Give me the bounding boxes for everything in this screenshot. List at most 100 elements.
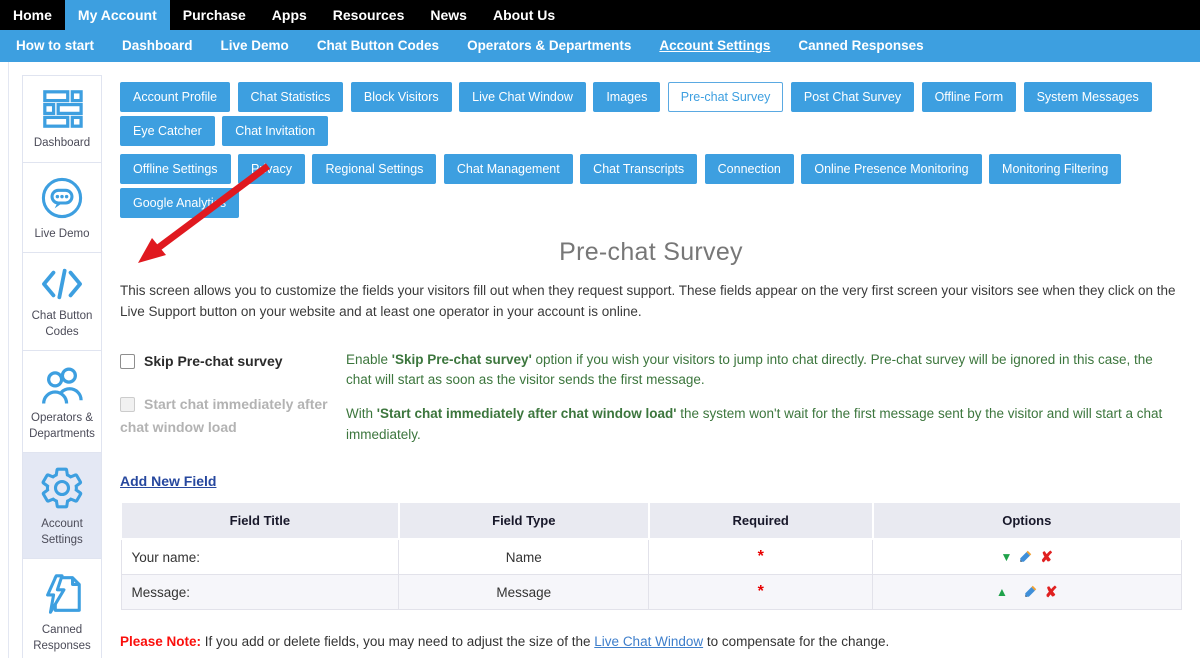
skip-survey-description: Enable 'Skip Pre-chat survey' option if … [346, 351, 1153, 388]
skip-pre-chat-survey-checkbox[interactable] [120, 353, 135, 369]
live-chat-window-link[interactable]: Live Chat Window [594, 634, 704, 650]
sidebar-item-label: Operators & Departments [29, 412, 95, 440]
lightning-page-icon [26, 571, 98, 617]
account-subnav: How to start Dashboard Live Demo Chat Bu… [0, 30, 1200, 62]
header-required: Required [647, 501, 874, 541]
subnav-canned-responses[interactable]: Canned Responses [798, 38, 924, 53]
required-asterisk: * [757, 583, 764, 601]
gear-icon [26, 465, 98, 511]
tab-images[interactable]: Images [593, 82, 661, 112]
subnav-how-to-start[interactable]: How to start [16, 38, 95, 53]
skip-pre-chat-survey-row: Skip Pre-chat survey [120, 350, 346, 373]
start-chat-immediately-label: Start chat immediately after chat window… [120, 396, 328, 436]
subnav-chat-button-codes[interactable]: Chat Button Codes [316, 38, 440, 53]
nav-apps[interactable]: Apps [271, 7, 307, 23]
fields-table: Field Title Field Type Required Options … [120, 501, 1183, 611]
sidebar-item-chat-button-codes[interactable]: Chat Button Codes [22, 252, 102, 352]
sidebar-item-label: Chat Button Codes [31, 310, 93, 338]
main-content: Account Profile Chat Statistics Block Vi… [120, 82, 1183, 650]
settings-tabs-row1: Account Profile Chat Statistics Block Vi… [120, 82, 1182, 150]
sidebar-item-label: Live Demo [34, 227, 90, 240]
nav-home[interactable]: Home [13, 7, 52, 23]
dashboard-icon [26, 88, 98, 130]
header-options: Options [871, 501, 1183, 541]
required-cell: * [648, 574, 874, 611]
tab-account-profile[interactable]: Account Profile [120, 82, 231, 112]
start-chat-description: With 'Start chat immediately after chat … [346, 406, 1163, 442]
edit-icon[interactable] [1019, 549, 1033, 566]
tab-offline-settings[interactable]: Offline Settings [120, 154, 231, 184]
sidebar-item-label: Account Settings [41, 518, 83, 546]
sidebar-item-dashboard[interactable]: Dashboard [22, 75, 102, 163]
survey-options-descriptions: Enable 'Skip Pre-chat survey' option if … [346, 350, 1182, 460]
tab-system-messages[interactable]: System Messages [1023, 82, 1152, 112]
move-up-icon[interactable]: ▲ [996, 585, 1008, 600]
tab-connection[interactable]: Connection [704, 154, 794, 184]
intro-text: This screen allows you to customize the … [120, 283, 1176, 319]
options-cell: ▲ ✘ [872, 574, 1182, 611]
please-note-label: Please Note: [120, 634, 202, 650]
delete-icon[interactable]: ✘ [1040, 548, 1053, 566]
live-demo-icon [26, 175, 98, 221]
tab-live-chat-window[interactable]: Live Chat Window [459, 82, 586, 112]
table-row: Your name: Name * ▼ ✘ [120, 538, 1182, 576]
survey-options: Skip Pre-chat survey Start chat immediat… [120, 350, 1182, 460]
required-asterisk: * [757, 548, 764, 566]
table-row: Message: Message * ▲ ✘ [120, 574, 1182, 611]
survey-options-checkboxes: Skip Pre-chat survey Start chat immediat… [120, 350, 346, 460]
subnav-dashboard[interactable]: Dashboard [122, 38, 193, 53]
tab-google-analytics[interactable]: Google Analytics [120, 188, 240, 218]
tab-offline-form[interactable]: Offline Form [921, 82, 1017, 112]
tab-chat-transcripts[interactable]: Chat Transcripts [580, 154, 698, 184]
nav-about-us[interactable]: About Us [492, 7, 556, 23]
people-icon [26, 363, 98, 405]
required-cell: * [648, 538, 874, 576]
tab-pre-chat-survey[interactable]: Pre-chat Survey [667, 82, 784, 112]
tab-chat-statistics[interactable]: Chat Statistics [237, 82, 344, 112]
nav-resources[interactable]: Resources [332, 7, 405, 23]
start-chat-immediately-checkbox[interactable] [120, 397, 135, 413]
subnav-account-settings[interactable]: Account Settings [659, 38, 771, 53]
tab-chat-management[interactable]: Chat Management [443, 154, 573, 184]
sidebar-item-operators-departments[interactable]: Operators & Departments [22, 350, 102, 454]
code-icon [26, 265, 98, 303]
header-field-title: Field Title [120, 501, 400, 541]
nav-purchase[interactable]: Purchase [182, 7, 246, 23]
tab-block-visitors[interactable]: Block Visitors [350, 82, 452, 112]
sidebar: Dashboard Live Demo Chat Button Codes [22, 75, 102, 658]
sidebar-item-canned-responses[interactable]: Canned Responses [22, 558, 102, 658]
move-down-icon[interactable]: ▼ [1000, 550, 1013, 565]
add-new-field-link[interactable]: Add New Field [120, 473, 217, 490]
tab-monitoring-filtering[interactable]: Monitoring Filtering [989, 154, 1122, 184]
field-type-cell: Name [398, 538, 650, 576]
subnav-live-demo[interactable]: Live Demo [220, 38, 289, 53]
delete-icon[interactable]: ✘ [1044, 583, 1058, 601]
tab-online-presence-monitoring[interactable]: Online Presence Monitoring [801, 154, 982, 184]
subnav-operators-departments[interactable]: Operators & Departments [467, 38, 632, 53]
field-title-cell: Your name: [120, 538, 400, 576]
skip-pre-chat-survey-label: Skip Pre-chat survey [144, 352, 283, 369]
tab-privacy[interactable]: Privacy [238, 154, 305, 184]
start-chat-immediately-row: Start chat immediately after chat window… [120, 393, 346, 439]
edit-icon[interactable] [1024, 584, 1038, 601]
settings-tabs-row2: Offline Settings Privacy Regional Settin… [120, 154, 1182, 222]
header-field-type: Field Type [397, 501, 650, 541]
tab-regional-settings[interactable]: Regional Settings [312, 154, 437, 184]
sidebar-item-account-settings[interactable]: Account Settings [22, 452, 102, 560]
sidebar-item-label: Dashboard [33, 137, 91, 149]
options-cell: ▼ ✘ [872, 538, 1182, 576]
nav-my-account[interactable]: My Account [64, 0, 170, 30]
fields-table-header: Field Title Field Type Required Options [120, 501, 1183, 541]
main-nav: Home My Account Purchase Apps Resources … [0, 0, 1200, 30]
sidebar-item-label: Canned Responses [33, 624, 91, 652]
left-divider [8, 62, 9, 658]
tab-post-chat-survey[interactable]: Post Chat Survey [790, 82, 915, 112]
field-title-cell: Message: [120, 574, 400, 611]
tab-chat-invitation[interactable]: Chat Invitation [222, 116, 329, 146]
page-title: Pre-chat Survey [559, 238, 743, 266]
tab-eye-catcher[interactable]: Eye Catcher [120, 116, 215, 146]
field-type-cell: Message [398, 574, 650, 611]
sidebar-item-live-demo[interactable]: Live Demo [22, 161, 102, 254]
nav-news[interactable]: News [430, 7, 467, 23]
please-note: Please Note: If you add or delete fields… [120, 634, 890, 650]
